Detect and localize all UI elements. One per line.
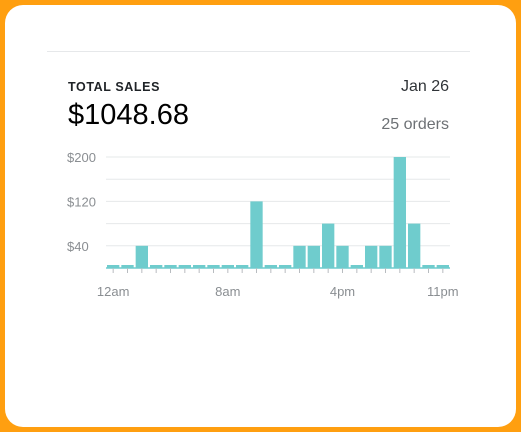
- bar-hour-14: [307, 245, 320, 268]
- total-amount: $1048.68: [68, 99, 189, 131]
- bar-hour-0: [107, 265, 120, 268]
- bar-hour-5: [178, 265, 191, 268]
- bar-hour-7: [207, 265, 220, 268]
- bar-hour-10: [250, 201, 263, 268]
- bar-hour-9: [236, 265, 249, 268]
- bar-hour-8: [221, 265, 234, 268]
- y-tick-label: $40: [67, 239, 89, 254]
- bar-hour-16: [336, 245, 349, 268]
- x-tick-label: 12am: [97, 284, 130, 299]
- orders-count: 25 orders: [381, 116, 449, 133]
- y-tick-label: $200: [67, 150, 96, 165]
- bar-hour-6: [193, 265, 206, 268]
- bar-hour-12: [279, 265, 292, 268]
- bar-hour-19: [379, 245, 392, 268]
- bar-hour-13: [293, 245, 306, 268]
- bar-hour-15: [322, 223, 335, 268]
- date-label: Jan 26: [400, 78, 449, 95]
- bar-hour-22: [422, 265, 435, 268]
- bar-hour-17: [350, 265, 363, 268]
- bar-hour-11: [264, 265, 277, 268]
- bar-hour-1: [121, 265, 134, 268]
- bar-hour-20: [393, 157, 406, 268]
- top-divider: [47, 51, 470, 52]
- bar-hour-4: [164, 265, 177, 268]
- card-title: TOTAL SALES: [68, 80, 161, 94]
- bar-hour-2: [135, 245, 148, 268]
- bar-hour-18: [365, 245, 378, 268]
- bar-hour-23: [436, 265, 449, 268]
- y-tick-label: $120: [67, 194, 96, 209]
- bar-hour-3: [150, 265, 163, 268]
- bar-hour-21: [408, 223, 421, 268]
- x-tick-label: 8am: [215, 284, 240, 299]
- x-tick-label: 4pm: [330, 284, 355, 299]
- x-tick-label: 11pm: [427, 284, 459, 299]
